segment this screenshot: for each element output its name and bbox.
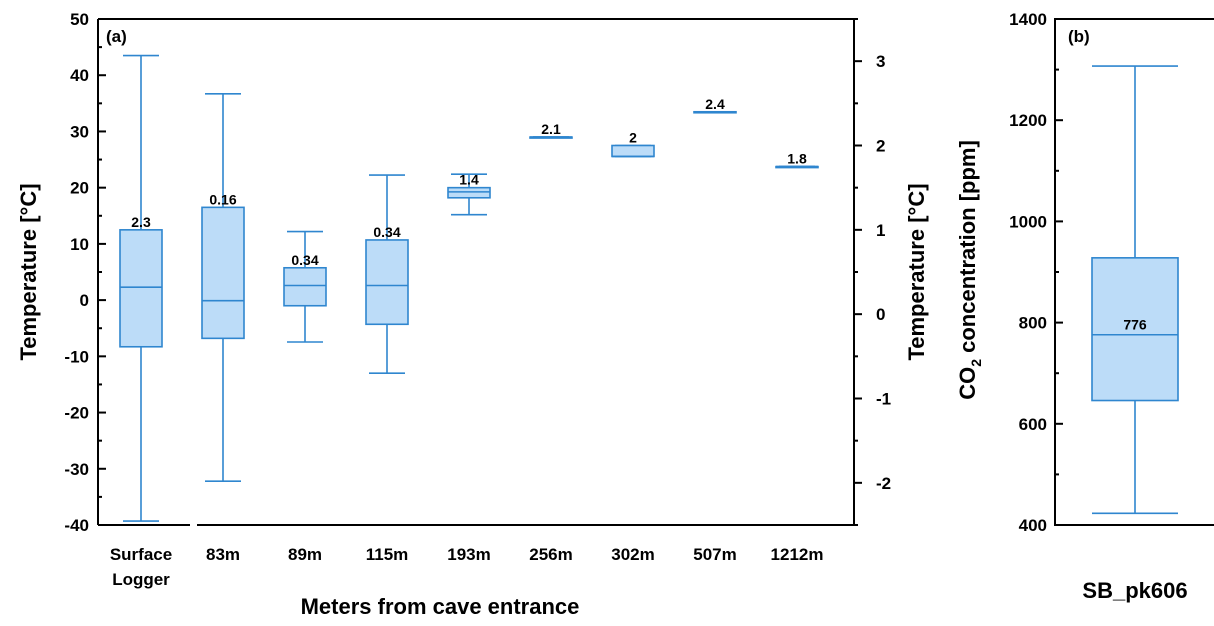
panel-b: 1400 1200 1000 800 600 400 776 SB_pk606 (b) C… bbox=[955, 10, 1214, 603]
left-y-tick-label: 10 bbox=[70, 235, 89, 254]
median-label: 1.8 bbox=[787, 151, 807, 167]
box-9: 1.8 bbox=[775, 151, 819, 169]
median-label: 0.16 bbox=[209, 191, 236, 207]
box-3: 0.34 bbox=[283, 230, 327, 343]
y-tick-label: 1200 bbox=[1009, 111, 1047, 130]
panel-b-category-labels: SB_pk606 bbox=[1082, 578, 1187, 603]
right-y-tick-label: 1 bbox=[876, 221, 885, 240]
panel-a-right-y-ticks: 3 2 1 0 -1 -2 bbox=[854, 18, 891, 526]
left-y-tick-label: 20 bbox=[70, 179, 89, 198]
y-tick-label: 600 bbox=[1019, 415, 1047, 434]
y-tick-label: 1000 bbox=[1009, 212, 1047, 231]
panel-a-left-y-ticks: 50 40 30 20 10 0 -10 -20 -30 -40 bbox=[64, 10, 106, 535]
category-label: 1212m bbox=[771, 545, 824, 564]
right-y-tick-label: -2 bbox=[876, 474, 891, 493]
category-label: 83m bbox=[206, 545, 240, 564]
category-label: 115m bbox=[366, 545, 409, 564]
category-label: Logger bbox=[112, 570, 170, 589]
panel-a-left-y-axis-title: Temperature [°C] bbox=[16, 183, 41, 360]
left-y-tick-label: 0 bbox=[80, 291, 89, 310]
box-5: 1.4 bbox=[447, 172, 491, 216]
median-label: 2.3 bbox=[131, 214, 151, 230]
right-y-tick-label: 2 bbox=[876, 137, 885, 156]
left-y-tick-label: 30 bbox=[70, 122, 89, 141]
right-y-tick-label: -1 bbox=[876, 390, 891, 409]
median-label: 2.4 bbox=[705, 96, 725, 112]
median-label: 0.34 bbox=[373, 224, 400, 240]
right-y-tick-label: 3 bbox=[876, 52, 885, 71]
box-6: 2.1 bbox=[529, 121, 573, 139]
category-label: 256m bbox=[529, 545, 572, 564]
panel-a-right-y-axis-title: Temperature [°C] bbox=[904, 183, 929, 360]
panel-a-boxes: 2.3 0.16 0.34 0.34 1.4 2.1 2 2.4 1.8 bbox=[119, 54, 819, 522]
panel-b-y-ticks: 1400 1200 1000 800 600 400 bbox=[1009, 10, 1063, 535]
median-label: 1.4 bbox=[459, 172, 479, 188]
iqr-box bbox=[119, 229, 163, 348]
left-y-tick-label: 40 bbox=[70, 66, 89, 85]
box-1: 2.3 bbox=[119, 54, 163, 522]
median-label: 2 bbox=[629, 130, 637, 146]
right-y-tick-label: 0 bbox=[876, 305, 885, 324]
left-y-tick-label: -30 bbox=[64, 460, 89, 479]
iqr-box bbox=[283, 266, 327, 307]
iqr-box bbox=[365, 239, 409, 326]
category-label: SB_pk606 bbox=[1082, 578, 1187, 603]
y-tick-label: 400 bbox=[1019, 516, 1047, 535]
iqr-box bbox=[201, 206, 245, 340]
box-1: 776 bbox=[1091, 65, 1179, 515]
box-7: 2 bbox=[611, 130, 655, 158]
panel-b-boxes: 776 bbox=[1091, 65, 1179, 515]
median-label: 776 bbox=[1123, 317, 1147, 333]
category-label: 89m bbox=[288, 545, 322, 564]
box-8: 2.4 bbox=[693, 96, 737, 114]
box-4: 0.34 bbox=[365, 174, 409, 375]
y-tick-label: 1400 bbox=[1009, 10, 1047, 29]
panel-a-category-labels: Surface Logger 83m 89m 115m 193m 256m 302m 507m 1… bbox=[110, 545, 824, 589]
category-label: Surface bbox=[110, 545, 172, 564]
panel-a-label: (a) bbox=[106, 27, 127, 46]
category-label: 193m bbox=[447, 545, 490, 564]
iqr-box bbox=[1091, 257, 1179, 402]
iqr-box bbox=[447, 186, 491, 199]
panel-b-label: (b) bbox=[1068, 27, 1090, 46]
category-label: 507m bbox=[693, 545, 736, 564]
left-y-tick-label: -40 bbox=[64, 516, 89, 535]
left-y-tick-label: -20 bbox=[64, 404, 89, 423]
left-y-tick-label: -10 bbox=[64, 347, 89, 366]
left-y-tick-label: 50 bbox=[70, 10, 89, 29]
panel-b-y-axis-title: CO2 concentration [ppm] bbox=[955, 140, 984, 400]
panel-a-x-axis-title: Meters from cave entrance bbox=[301, 594, 580, 619]
category-label: 302m bbox=[611, 545, 654, 564]
box-2: 0.16 bbox=[201, 92, 245, 482]
iqr-box bbox=[611, 144, 655, 158]
median-label: 0.34 bbox=[291, 252, 318, 268]
median-label: 2.1 bbox=[541, 121, 561, 137]
y-tick-label: 800 bbox=[1019, 314, 1047, 333]
